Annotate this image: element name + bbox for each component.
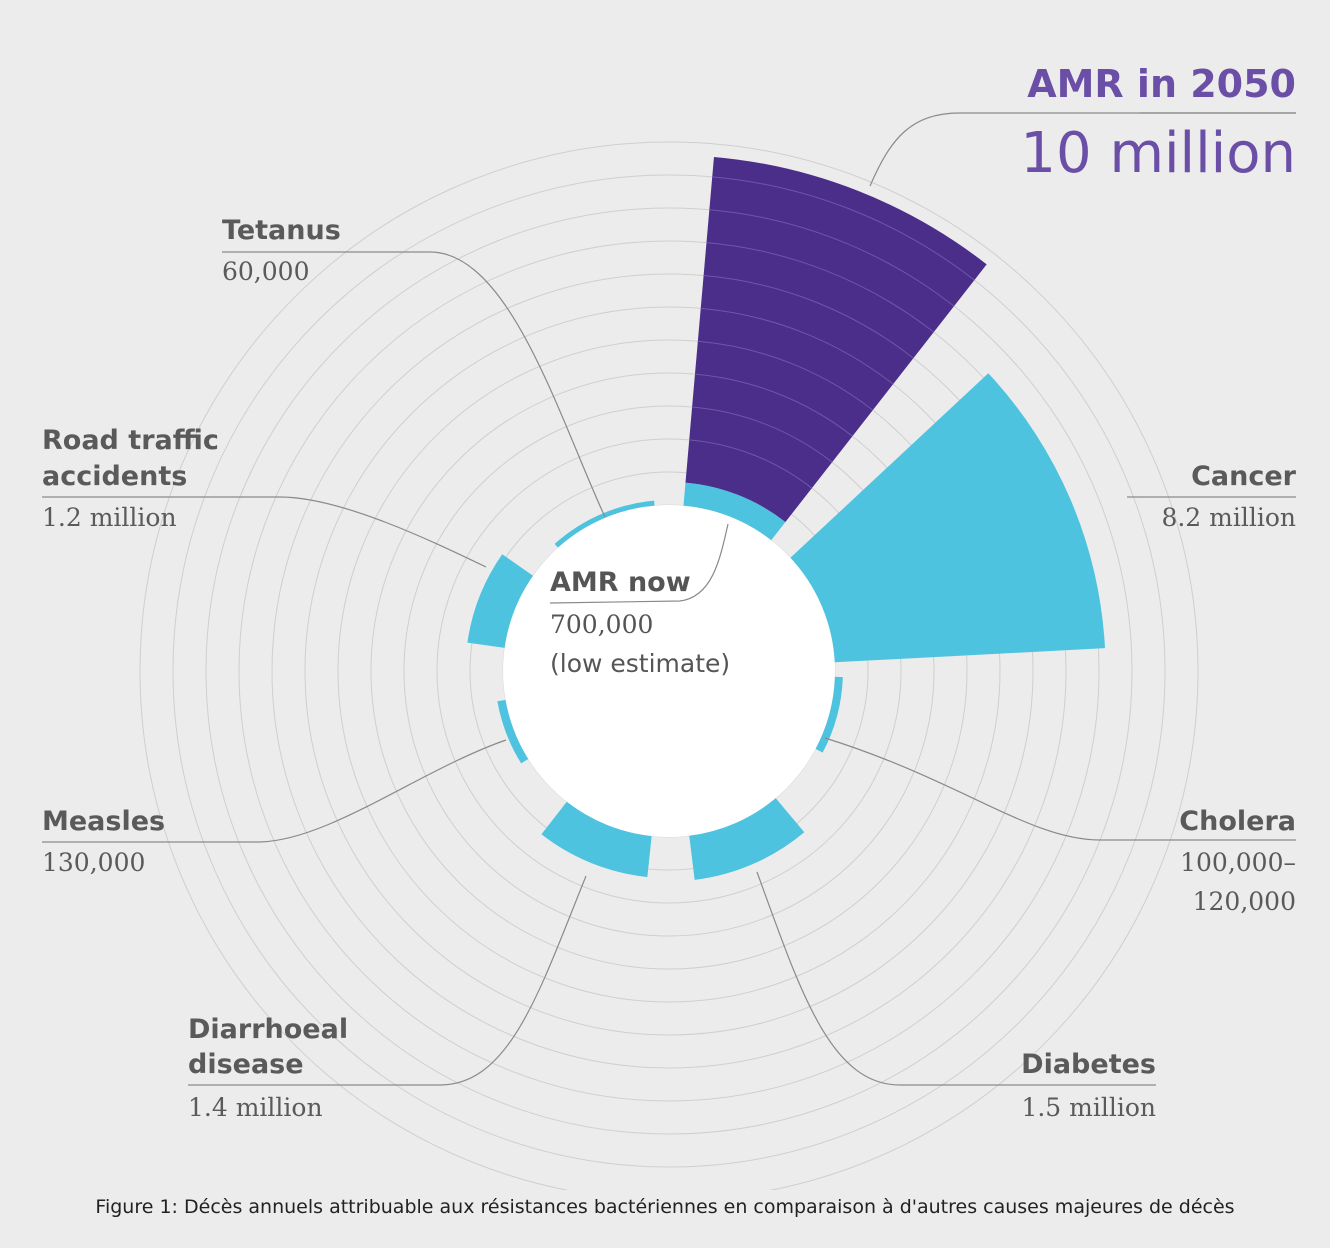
amr-ring-divider <box>692 406 833 463</box>
leader-diarrhoeal <box>188 875 587 1086</box>
amr-ring-divider <box>703 275 914 359</box>
amr-now-title: AMR now <box>550 567 691 598</box>
diabetes-value: 1.5 million <box>1021 1093 1156 1122</box>
center-disk <box>503 505 835 837</box>
grid-ring <box>205 207 1133 1135</box>
wedge-amr-now <box>683 482 786 541</box>
figure-caption: Figure 1: Décès annuels attribuable aux … <box>95 1196 1235 1218</box>
grid-ring <box>139 141 1199 1190</box>
grid-ring <box>172 174 1166 1168</box>
amr-ring-divider <box>694 373 853 437</box>
leader-lines <box>42 112 1296 1086</box>
amr-ring-divider <box>697 340 874 411</box>
cholera-value-2: 120,000 <box>1193 887 1296 916</box>
measles-value: 130,000 <box>42 848 145 877</box>
amr-2050-value: 10 million <box>1020 121 1296 186</box>
wedge-measles <box>497 699 529 764</box>
grid-ring <box>469 471 869 871</box>
wedge-amr-2050 <box>685 156 987 522</box>
amr-ring-divider <box>689 439 813 489</box>
wedge-tetanus <box>554 500 655 548</box>
grid-ring <box>271 273 1067 1069</box>
leader-diabetes <box>756 871 1156 1086</box>
diarrhoeal-value: 1.4 million <box>188 1093 323 1122</box>
leader-measles <box>42 739 507 843</box>
diarrhoeal-name-1: Diarrhoeal <box>188 1014 348 1045</box>
cancer-name: Cancer <box>1191 461 1297 492</box>
diabetes-name: Diabetes <box>1021 1049 1156 1080</box>
grid-ring <box>337 339 1001 1003</box>
wedges <box>467 156 1106 880</box>
road-value: 1.2 million <box>42 503 177 532</box>
leader-amr-now <box>549 523 729 604</box>
grid-ring <box>403 405 935 937</box>
amr-ring-divider <box>700 307 894 385</box>
wedge-diarrhoeal <box>541 801 652 878</box>
wedge-cancer <box>790 373 1106 663</box>
grid-ring <box>304 306 1034 1036</box>
leader-amr-2050 <box>869 112 1296 187</box>
diarrhoeal-name-2: disease <box>188 1049 304 1080</box>
measles-name: Measles <box>42 806 165 837</box>
grid-ring <box>370 372 968 970</box>
amr-ring-divider <box>712 176 975 281</box>
wedge-cholera <box>815 676 843 753</box>
amr-ring-divider <box>709 209 955 307</box>
grid-rings <box>139 141 1199 1190</box>
polar-bar-chart: AMR in 2050 10 million Cancer 8.2 millio… <box>42 62 1297 1190</box>
grid-ring <box>238 240 1100 1102</box>
amr-now-note: (low estimate) <box>550 649 730 678</box>
wedge-diabetes <box>689 798 805 880</box>
amr-ring-divider <box>706 242 935 333</box>
grid-ring <box>436 438 902 904</box>
tetanus-name: Tetanus <box>222 215 341 246</box>
cholera-value-1: 100,000– <box>1180 848 1296 877</box>
leader-cholera <box>824 737 1296 841</box>
road-name-1: Road traffic <box>42 425 219 456</box>
cancer-value: 8.2 million <box>1161 503 1296 532</box>
road-name-2: accidents <box>42 461 187 492</box>
tetanus-value: 60,000 <box>222 257 309 286</box>
leader-tetanus <box>222 251 606 518</box>
cholera-name: Cholera <box>1179 806 1296 837</box>
wedge-road <box>467 554 534 648</box>
amr-2050-title: AMR in 2050 <box>1027 62 1296 106</box>
leader-road <box>42 496 487 568</box>
amr-now-value: 700,000 <box>550 610 653 639</box>
